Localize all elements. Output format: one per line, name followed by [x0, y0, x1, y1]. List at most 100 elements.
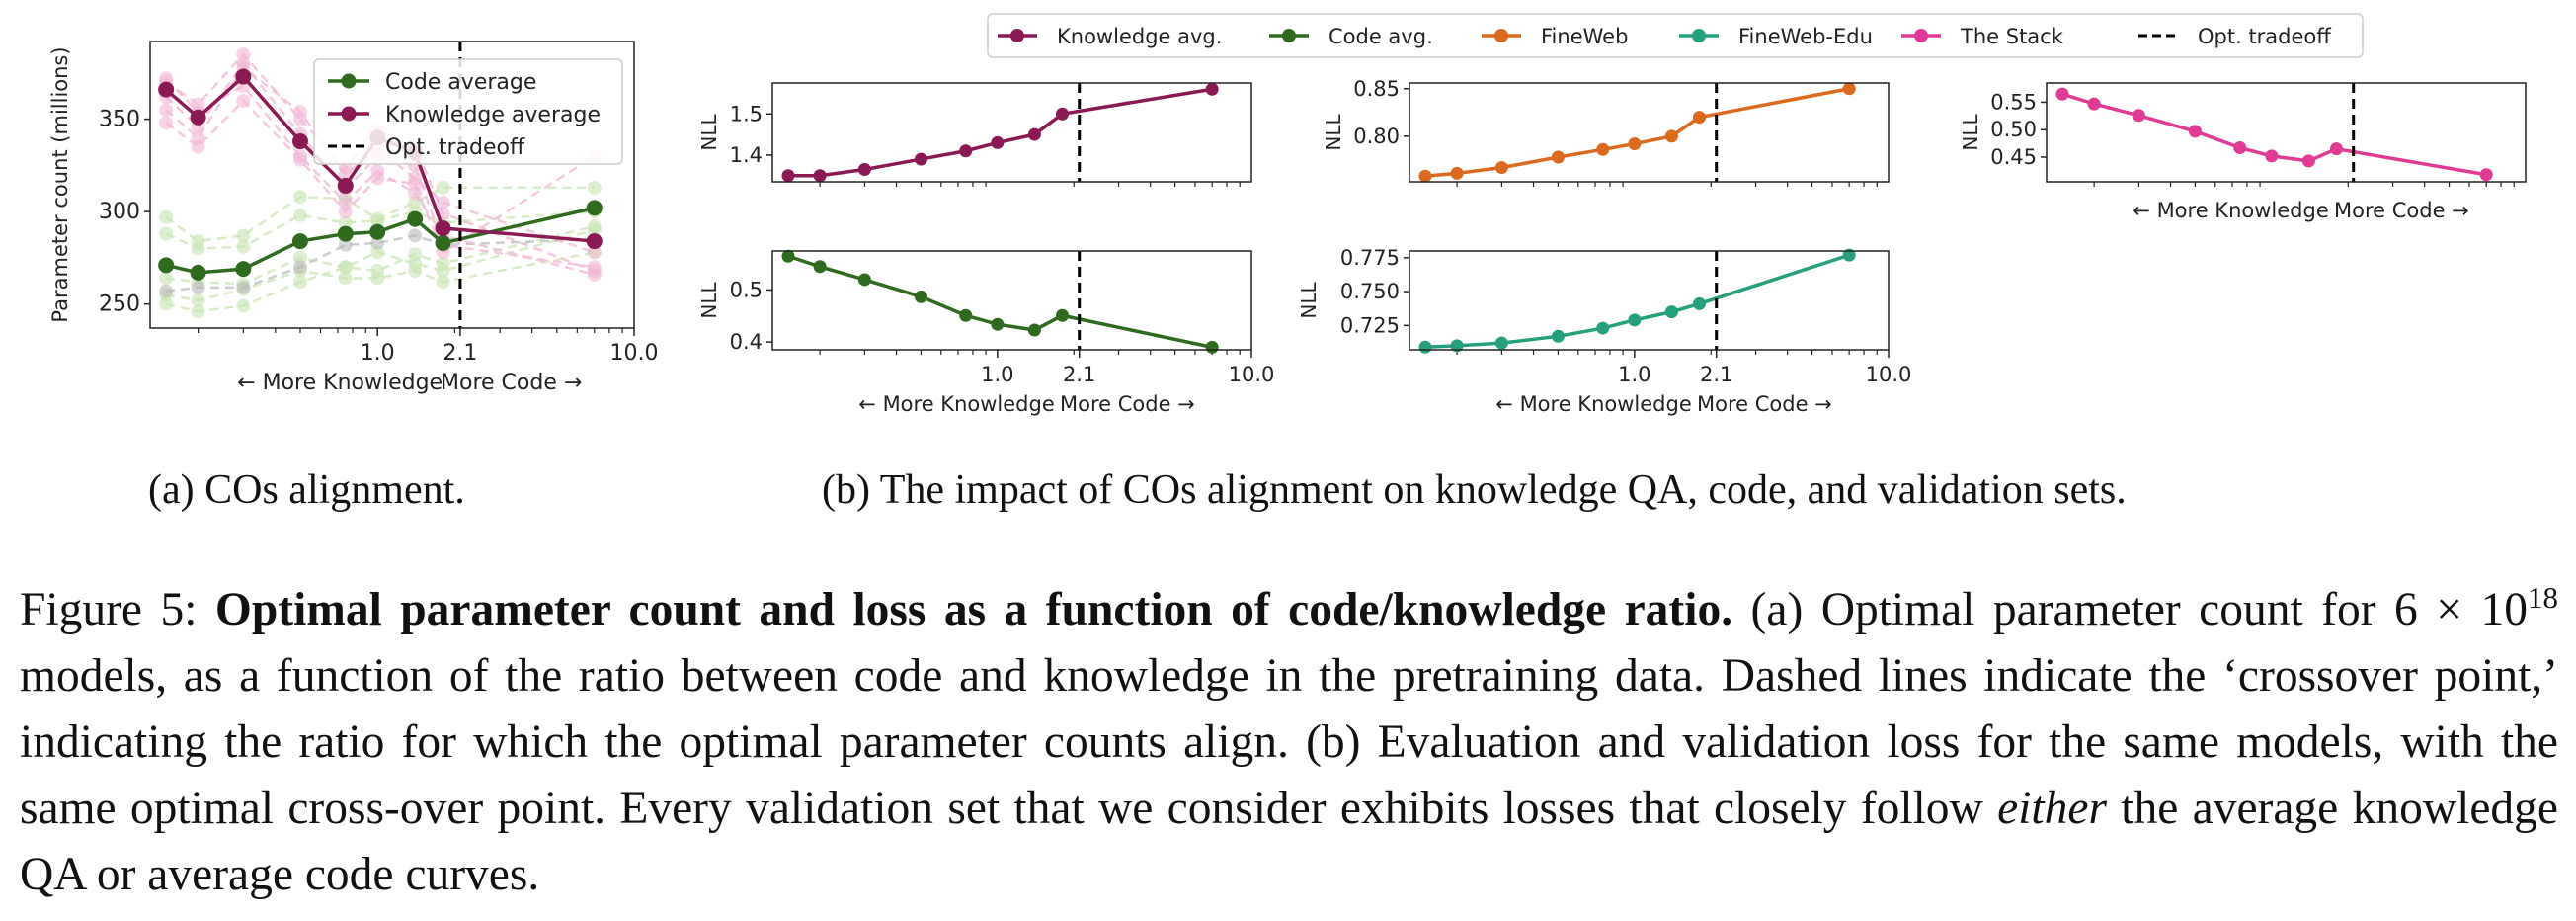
background-series-point	[292, 105, 307, 120]
data-point	[235, 68, 252, 85]
background-series-point	[191, 139, 205, 154]
background-series-point	[408, 228, 423, 243]
data-point	[190, 109, 206, 126]
x-arrow-more-code: More Code →	[1697, 392, 1832, 416]
y-axis-label: NLL	[1959, 114, 1982, 151]
background-series-point	[408, 177, 423, 192]
panel-b4: 0.4 0.5 NLL 1.0 2.1 10.0 ← More Knowledge More …	[697, 249, 1274, 416]
data-point	[781, 249, 795, 263]
data-point	[1418, 340, 1432, 354]
background-series-line	[166, 234, 595, 293]
y-axis-label: Parameter count (millions)	[48, 46, 72, 322]
panel-b2: 0.80 0.85 NLL	[1322, 77, 1890, 187]
data-point	[291, 233, 308, 250]
subcaption-a: (a) COs alignment.	[148, 467, 465, 513]
background-series-point	[587, 267, 602, 282]
caption-sup: 18	[2528, 580, 2558, 616]
x-arrow-more-knowledge: ← More Knowledge	[237, 371, 443, 395]
x-tick-label: 10.0	[1866, 363, 1912, 386]
x-tick-label: 1.0	[981, 363, 1013, 386]
plot-frame	[2046, 82, 2527, 183]
background-series-point	[338, 215, 353, 230]
series-line	[2061, 92, 2487, 177]
x-arrow-more-knowledge: ← More Knowledge	[858, 392, 1054, 416]
background-series-point	[159, 71, 174, 86]
data-point	[1664, 129, 1678, 143]
data-point	[337, 177, 354, 194]
data-point	[1842, 248, 1856, 262]
y-tick-label: 0.5	[730, 278, 763, 301]
y-axis-label: NLL	[1297, 282, 1321, 319]
background-series-point	[436, 180, 450, 195]
plot-frame	[771, 250, 1252, 351]
data-point	[158, 257, 175, 274]
data-point	[1055, 308, 1069, 322]
background-series-line	[165, 228, 596, 313]
background-series-point	[370, 171, 385, 186]
x-arrow-more-code: More Code →	[1060, 392, 1195, 416]
data-point	[914, 290, 927, 303]
top-legend-label: FineWeb-Edu	[1738, 25, 1873, 48]
legend-label: Knowledge average	[385, 103, 601, 127]
series-line	[1424, 253, 1850, 350]
background-series-point	[338, 271, 353, 286]
background-series-point	[236, 228, 251, 243]
x-tick-label: 2.1	[1700, 363, 1732, 386]
plot-frame	[1409, 82, 1890, 183]
background-series-point	[370, 235, 385, 250]
background-series-point	[292, 190, 307, 205]
data-point	[2132, 109, 2145, 123]
caption-prefix: Figure 5:	[20, 584, 215, 635]
background-series-point	[236, 280, 251, 294]
data-point	[857, 163, 871, 176]
series-line	[787, 254, 1213, 350]
data-point	[190, 264, 206, 281]
background-series-point	[159, 271, 174, 286]
background-series-point	[292, 152, 307, 167]
background-series-point	[159, 116, 174, 130]
background-series-point	[292, 260, 307, 275]
background-series-point	[436, 275, 450, 290]
data-point	[2055, 87, 2069, 101]
y-tick-label: 250	[99, 293, 140, 317]
background-series-point	[236, 239, 251, 254]
data-point	[1418, 169, 1432, 183]
data-point	[2265, 149, 2279, 163]
x-tick-label: 10.0	[610, 341, 659, 366]
top-legend-box	[987, 13, 2364, 58]
data-point	[2479, 168, 2493, 182]
legend-swatch-marker	[341, 73, 357, 89]
data-point	[1494, 161, 1508, 175]
data-point	[337, 225, 354, 242]
background-series-point	[292, 275, 307, 290]
panel-b1: 1.4 1.5 NLL	[697, 82, 1252, 187]
top-legend-label: FineWeb	[1541, 25, 1628, 48]
background-series-point	[159, 103, 174, 118]
data-point	[1450, 339, 1464, 353]
caption-part1: (a) Optimal parameter count for 6 × 10	[1732, 584, 2528, 635]
background-series-point	[159, 226, 174, 241]
data-point	[1628, 137, 1642, 151]
data-point	[369, 223, 386, 240]
data-point	[991, 317, 1005, 331]
panel-b5: 0.725 0.750 0.775 NLL 1.0 2.1 10.0 ← More Knowl…	[1297, 246, 1911, 416]
data-point	[1205, 340, 1219, 354]
plot-frame	[149, 41, 635, 329]
background-series-point	[191, 280, 205, 294]
top-legend-swatch-marker	[1914, 29, 1928, 42]
y-tick-label: 0.85	[1353, 77, 1400, 101]
data-point	[1628, 313, 1642, 327]
top-legend-label: Code avg.	[1328, 25, 1433, 48]
x-tick-label: 1.0	[361, 341, 395, 366]
data-point	[781, 169, 795, 183]
x-tick-label: 2.1	[443, 341, 477, 366]
data-point	[959, 144, 973, 158]
y-tick-label: 1.5	[730, 102, 763, 126]
y-tick-label: 0.775	[1340, 246, 1400, 270]
series-line	[1424, 87, 1850, 178]
figure: 250 300 350 Parameter count (millions) 1.0 2.…	[48, 13, 2527, 416]
top-legend-swatch-marker	[1692, 29, 1706, 42]
caption-italic: either	[1997, 783, 2107, 834]
data-point	[857, 273, 871, 287]
top-legend-label: Knowledge avg.	[1057, 25, 1222, 48]
